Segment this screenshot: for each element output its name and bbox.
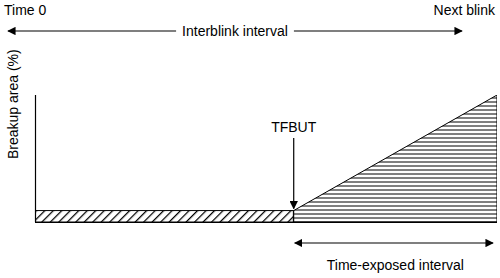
svg-text:Next blink: Next blink: [434, 2, 496, 18]
svg-text:Breakup area (%): Breakup area (%): [5, 49, 21, 159]
svg-text:TFBUT: TFBUT: [271, 119, 317, 135]
svg-text:Interblink interval: Interblink interval: [182, 23, 288, 39]
svg-text:Time 0: Time 0: [4, 2, 46, 18]
svg-text:Time-exposed interval: Time-exposed interval: [327, 257, 464, 273]
